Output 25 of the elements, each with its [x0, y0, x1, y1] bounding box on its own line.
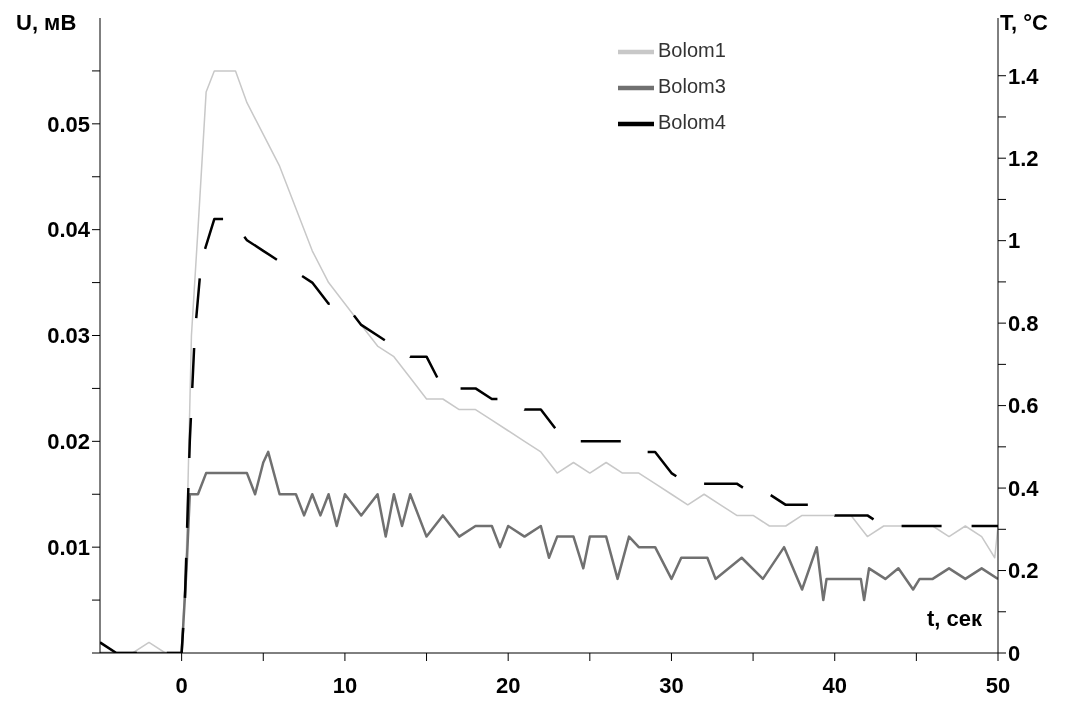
- x-tick-label: 10: [332, 672, 358, 698]
- x-tick-label: 50: [985, 672, 1011, 698]
- y2-tick-label: 0.6: [1008, 393, 1039, 419]
- x-tick-label: 20: [495, 672, 521, 698]
- y-tick-label: 0.01: [47, 534, 90, 560]
- y2-tick-label: 1.2: [1008, 146, 1039, 171]
- y2-tick-label: 0: [1008, 640, 1021, 666]
- legend-label: Bolom4: [658, 111, 726, 134]
- legend-label: Bolom3: [658, 75, 726, 98]
- y-tick-label: 0.05: [47, 111, 90, 137]
- y-tick-label: 0.02: [47, 429, 90, 455]
- legend-label: Bolom1: [658, 39, 726, 62]
- y2-tick-label: 1: [1008, 228, 1021, 254]
- x-tick-label: 0: [175, 672, 188, 698]
- y2-tick-label: 0.4: [1008, 475, 1040, 501]
- x-axis-title: t, сек: [926, 606, 982, 632]
- x-tick-label: 40: [822, 672, 847, 698]
- y2-tick-label: 0.8: [1008, 310, 1039, 336]
- x-tick-label: 30: [659, 672, 684, 698]
- y-tick-label: 0.03: [47, 323, 90, 349]
- y2-tick-label: 0.2: [1008, 558, 1039, 584]
- y2-axis-title: T, °C: [1000, 10, 1048, 36]
- y-axis-title: U, мВ: [16, 10, 77, 36]
- y2-tick-label: 1.4: [1008, 63, 1040, 89]
- y-tick-label: 0.04: [47, 217, 91, 243]
